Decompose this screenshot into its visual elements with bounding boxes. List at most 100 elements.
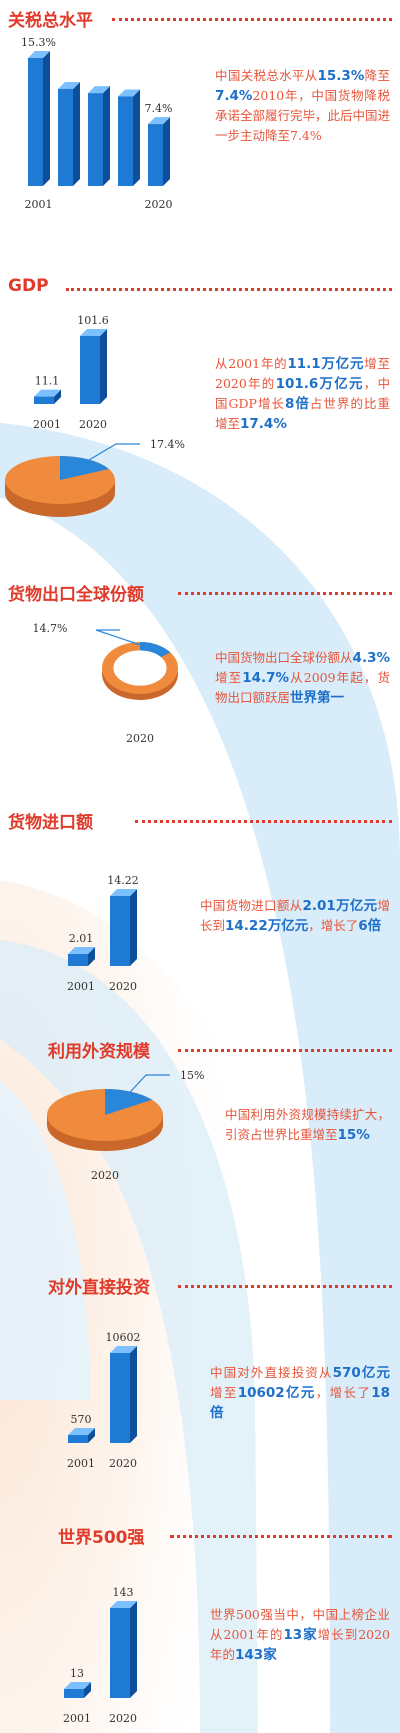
bar-value-label: 14.22 bbox=[107, 874, 139, 887]
category-label: 2001 bbox=[67, 980, 95, 993]
section-title: 货物出口全球份额 bbox=[8, 585, 144, 605]
description-text: 增至 bbox=[215, 670, 243, 685]
background-arc-outer bbox=[0, 423, 400, 1733]
section-title: 关税总水平 bbox=[8, 11, 93, 31]
pie-slice bbox=[105, 1089, 152, 1115]
background-arc-left bbox=[0, 1080, 90, 1400]
bar-side bbox=[73, 81, 80, 186]
bar bbox=[68, 1435, 88, 1443]
category-label: 2001 bbox=[63, 1712, 91, 1725]
category-label: 2020 bbox=[145, 198, 173, 211]
leader-line bbox=[95, 629, 154, 650]
bar-side bbox=[88, 947, 95, 966]
description-text: 增至2020年的 bbox=[215, 356, 390, 391]
fdi-description: 中国利用外资规模持续扩大，引资占世界比重增至15% bbox=[225, 1105, 390, 1145]
fortune500-bar-chart: 13 2001 143 2020 bbox=[63, 1586, 137, 1725]
bar bbox=[58, 88, 73, 186]
bar-top bbox=[118, 89, 140, 97]
category-label: 2020 bbox=[79, 418, 107, 431]
description-text: 中国利用外资规模持续扩大，引资占世界比重增至 bbox=[225, 1107, 390, 1142]
leader-line bbox=[82, 443, 140, 465]
bar-top bbox=[68, 947, 95, 954]
section-title: GDP bbox=[8, 276, 49, 296]
bar-top bbox=[110, 1346, 137, 1353]
import-description: 中国货物进口额从2.01万亿元增长到14.22万亿元，增长了6倍 bbox=[200, 896, 390, 936]
category-label: 2020 bbox=[109, 1457, 137, 1470]
bar-top bbox=[58, 81, 80, 89]
description-text: 增至 bbox=[210, 1385, 238, 1400]
slice-label: 15% bbox=[180, 1069, 204, 1082]
bar-value-label: 15.3% bbox=[21, 36, 56, 49]
gdp-pie-chart: 17.4% bbox=[5, 438, 185, 517]
description-text: ，增长了 bbox=[308, 918, 359, 933]
bar bbox=[80, 336, 100, 404]
bar-side bbox=[130, 1601, 137, 1698]
title-divider bbox=[178, 592, 392, 595]
bar bbox=[28, 58, 43, 186]
bar-value-label: 101.6 bbox=[77, 314, 109, 327]
background-arc-inner bbox=[0, 940, 258, 1733]
category-label: 2001 bbox=[67, 1457, 95, 1470]
description-text: 中国货物出口全球份额从 bbox=[215, 650, 353, 665]
bar-side bbox=[133, 89, 140, 186]
bar bbox=[148, 124, 163, 186]
bar-side bbox=[130, 889, 137, 966]
description-text: 2010年，中国货物降税承诺全部履行完毕，此后中国进一步主动降至7.4% bbox=[215, 88, 391, 143]
description-text: 从2001年的 bbox=[215, 356, 288, 371]
chart-caption: 2020 bbox=[126, 732, 154, 745]
bar bbox=[34, 396, 54, 404]
highlight-value: 8倍 bbox=[284, 396, 310, 412]
bar-top bbox=[88, 86, 110, 94]
section-title: 对外直接投资 bbox=[48, 1278, 150, 1298]
tariff-description: 中国关税总水平从15.3%降至 7.4%2010年，中国货物降税承诺全部履行完毕，… bbox=[215, 66, 390, 146]
category-label: 2001 bbox=[25, 198, 53, 211]
highlight-value: 13家 bbox=[283, 1627, 318, 1643]
section-gdp: GDP 11.1 2001 101.6 2020 17.4% 从2001年的11.1万… bbox=[0, 276, 400, 536]
bar bbox=[110, 1608, 130, 1698]
description-text: ，增长了 bbox=[315, 1385, 372, 1400]
title-divider bbox=[178, 1285, 392, 1288]
import-bar-chart: 2.01 2001 14.22 2020 bbox=[67, 874, 139, 993]
section-title: 世界500强 bbox=[58, 1528, 145, 1548]
description-text: 中国对外直接投资从 bbox=[210, 1365, 333, 1380]
bar-value-label: 570 bbox=[71, 1413, 92, 1426]
highlight-value: 7.4% bbox=[215, 88, 253, 104]
bar-side bbox=[54, 389, 61, 404]
highlight-value: 6倍 bbox=[358, 918, 382, 934]
slice-label: 17.4% bbox=[150, 438, 185, 451]
highlight-value: 570亿元 bbox=[332, 1365, 390, 1381]
bar-value-label: 7.4% bbox=[145, 102, 173, 115]
bar-top bbox=[28, 51, 50, 58]
export-donut-chart: 14.7% 2020 bbox=[33, 622, 178, 745]
odi-bar-chart: 570 2001 10602 2020 bbox=[67, 1331, 141, 1470]
section-export-share: 货物出口全球份额 14.7% 2020 中国货物出口全球份额从4.3%增至14.7… bbox=[0, 580, 400, 760]
gdp-bar-chart: 11.1 2001 101.6 2020 bbox=[33, 314, 109, 431]
leader-line bbox=[125, 1074, 170, 1097]
highlight-value: 18倍 bbox=[210, 1385, 390, 1421]
highlight-value: 10602亿元 bbox=[237, 1385, 316, 1401]
highlight-value: 17.4% bbox=[240, 416, 287, 432]
bar bbox=[118, 96, 133, 186]
tariff-bar-chart: 15.3% 2001 7.4% 2020 bbox=[21, 36, 173, 211]
bar-value-label: 11.1 bbox=[35, 375, 60, 388]
slice-label: 14.7% bbox=[33, 622, 68, 635]
bar-side bbox=[100, 329, 107, 404]
highlight-value: 15.3% bbox=[317, 68, 365, 84]
title-divider bbox=[170, 1535, 392, 1538]
highlight-value: 世界第一 bbox=[290, 690, 345, 706]
highlight-value: 101.6万亿元 bbox=[275, 376, 364, 392]
highlight-value: 14.7% bbox=[242, 670, 290, 686]
description-text: 从2009年起，货物出口额跃居 bbox=[215, 670, 390, 705]
title-divider bbox=[112, 18, 392, 21]
bar-side bbox=[84, 1682, 91, 1698]
section-odi: 对外直接投资 570 2001 10602 2020 中国对外直接投资从570亿元增至… bbox=[0, 1273, 400, 1473]
donut-hole bbox=[113, 650, 167, 686]
description-text: 增长到 bbox=[200, 898, 390, 933]
title-divider bbox=[135, 820, 392, 823]
bar bbox=[88, 93, 103, 186]
highlight-value: 2.01万亿元 bbox=[302, 898, 378, 914]
description-text: 降至 bbox=[364, 68, 390, 83]
fdi-pie-chart: 15% 2020 bbox=[47, 1069, 204, 1182]
bar-top bbox=[110, 889, 137, 896]
